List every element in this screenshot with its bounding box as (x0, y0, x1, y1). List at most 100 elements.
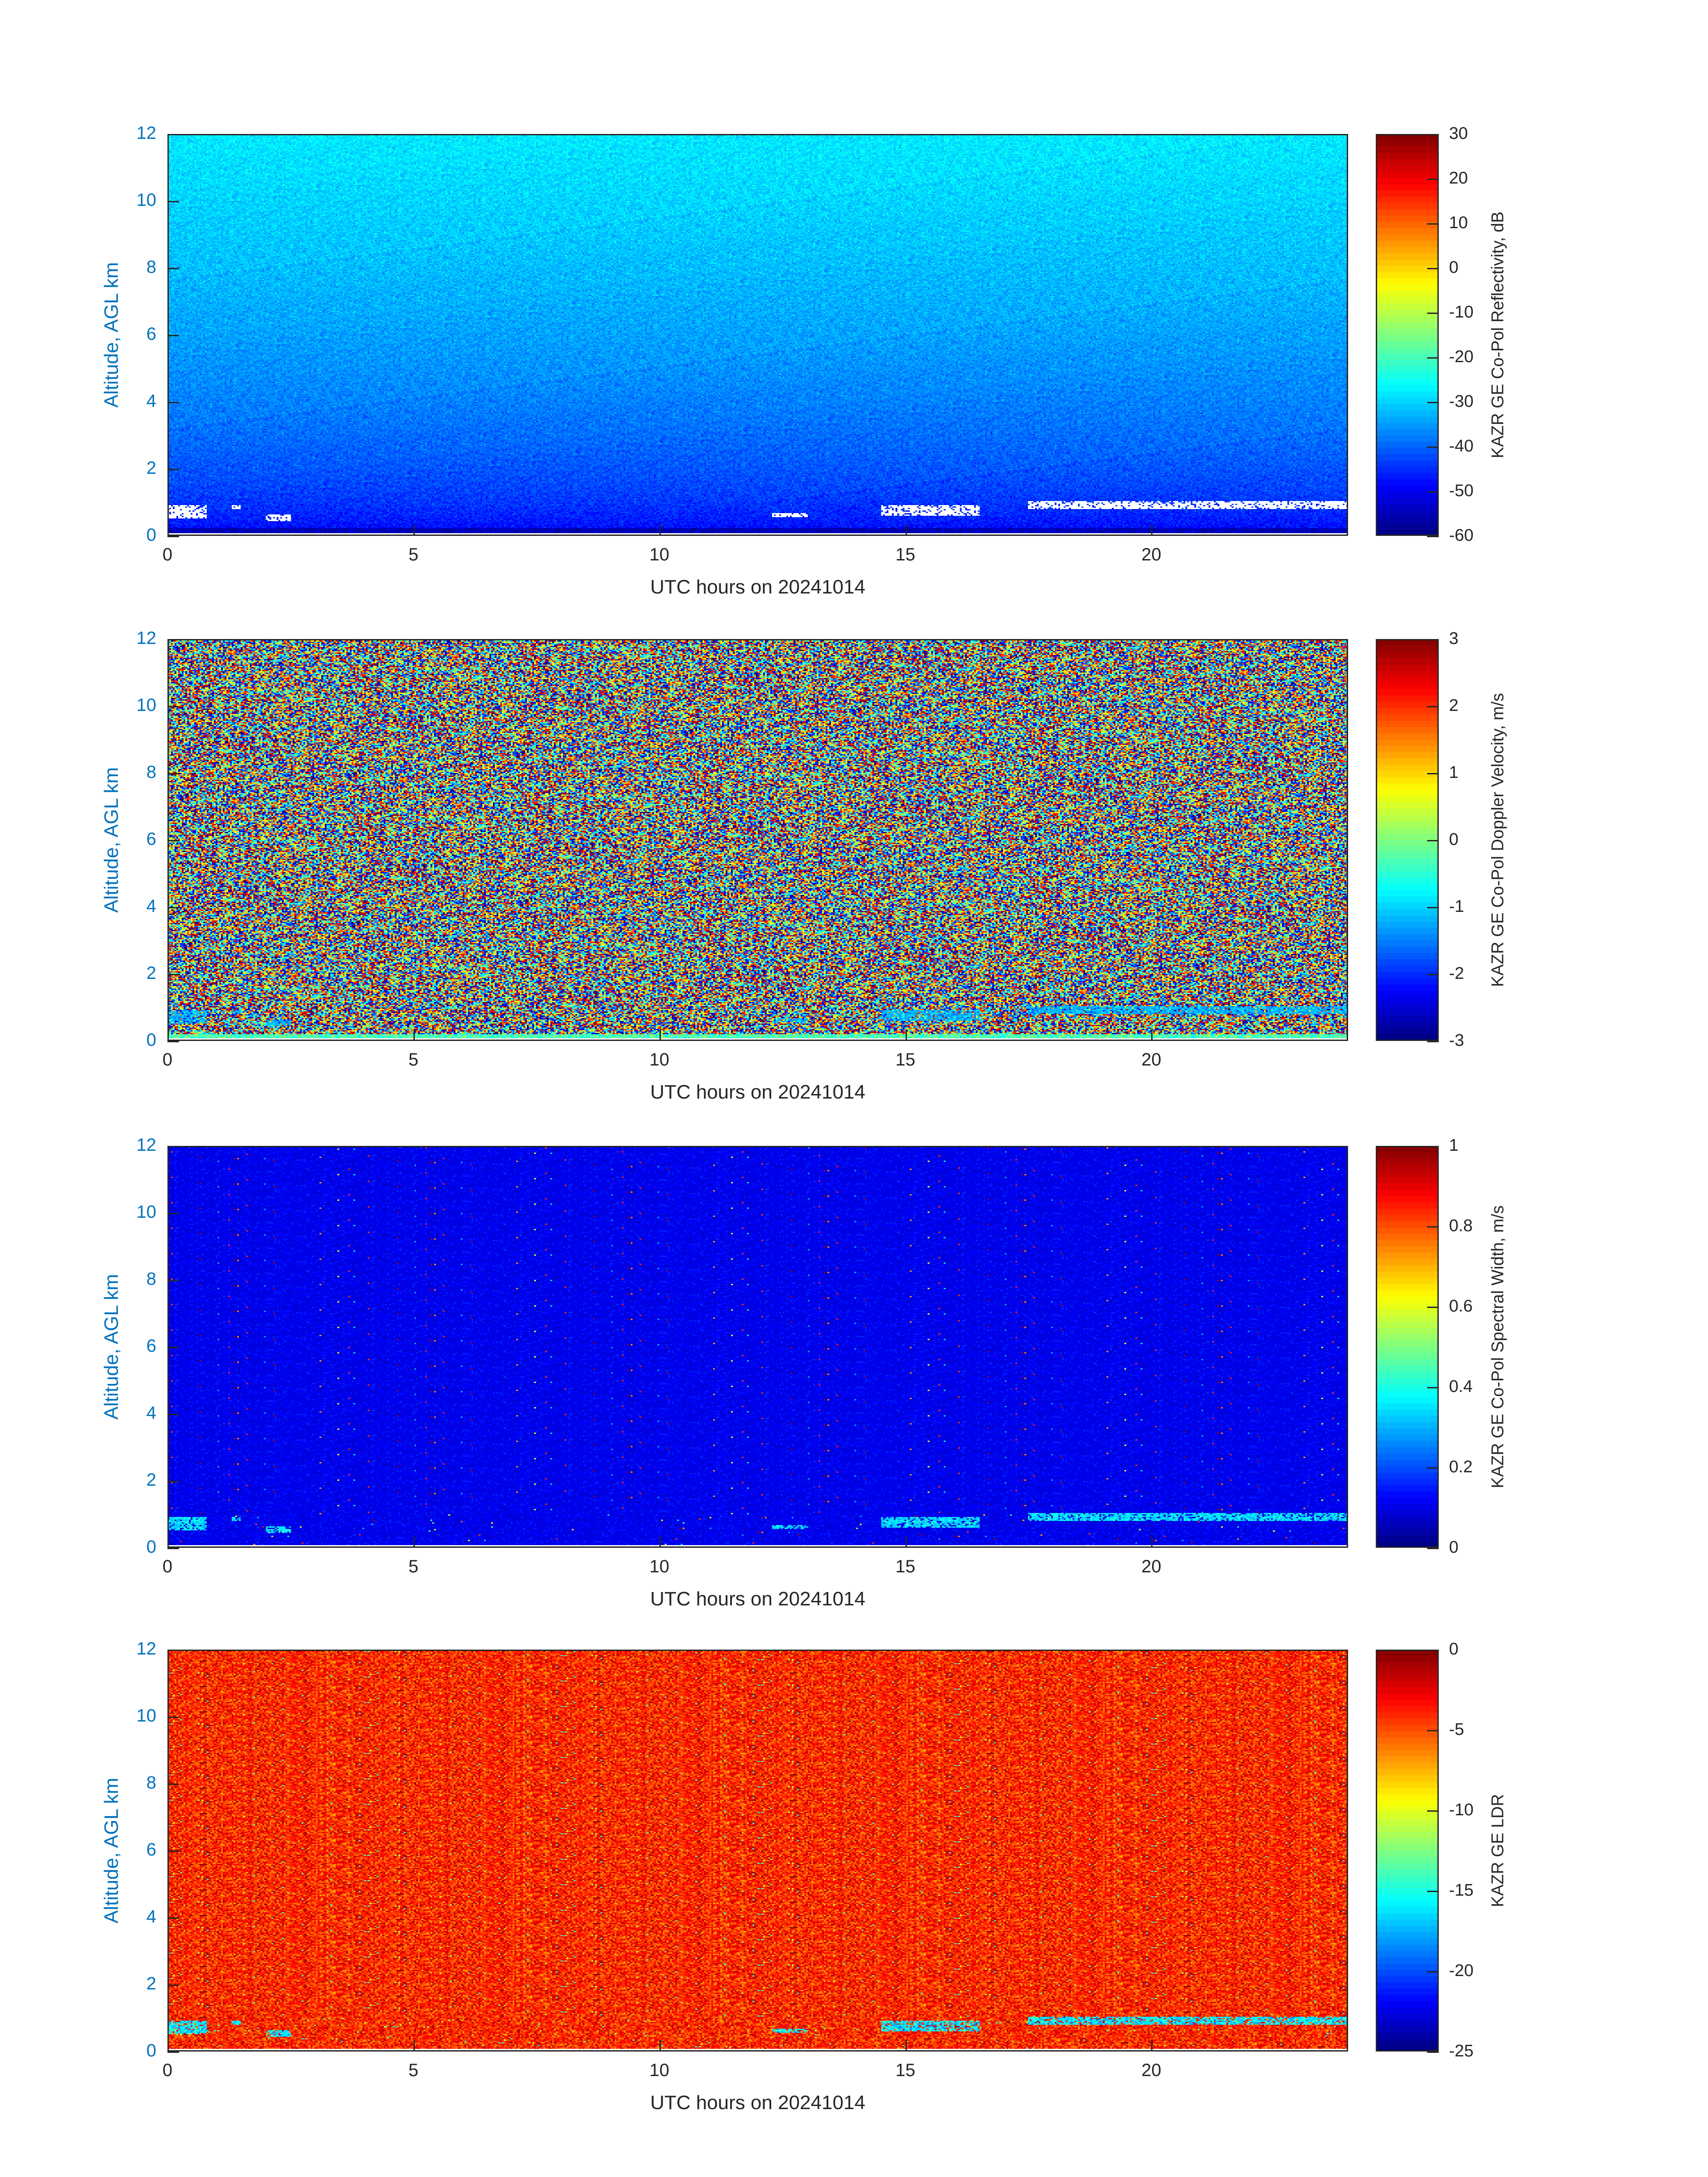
colorbar-tick-mark (1427, 1650, 1439, 1651)
heatmap-cells (167, 1650, 1348, 2052)
x-tick-mark (413, 1536, 415, 1548)
y-tick-label: 2 (146, 963, 156, 983)
y-tick-label: 2 (146, 1470, 156, 1490)
colorbar-tick-mark (1427, 1971, 1439, 1972)
y-tick-mark (167, 469, 179, 470)
colorbar-tick-label: 0 (1449, 830, 1459, 849)
x-tick-mark (167, 2040, 169, 2052)
x-tick-mark (167, 1029, 169, 1041)
colorbar-tick-label: 0.6 (1449, 1297, 1473, 1316)
y-tick-label: 8 (146, 762, 156, 782)
y-tick-mark (167, 1985, 179, 1986)
y-tick-mark (167, 1548, 179, 1549)
y-axis-label: Altitude, AGL km (100, 1274, 122, 1420)
x-tick-label: 20 (1141, 2060, 1161, 2080)
y-tick-mark (167, 536, 179, 537)
x-tick-label: 15 (895, 1557, 915, 1576)
colorbar (1376, 1650, 1439, 2052)
y-tick-label: 4 (146, 391, 156, 411)
colorbar (1376, 1146, 1439, 1548)
y-tick-mark (167, 1784, 179, 1785)
colorbar-label: KAZR GE Co-Pol Spectral Width, m/s (1488, 1205, 1508, 1488)
x-tick-label: 15 (895, 545, 915, 564)
y-tick-label: 4 (146, 1907, 156, 1926)
x-tick-mark (413, 524, 415, 536)
colorbar-tick-mark (1427, 1467, 1439, 1469)
x-tick-label: 10 (649, 545, 669, 564)
y-tick-mark (167, 1213, 179, 1214)
y-tick-label: 6 (146, 324, 156, 344)
x-tick-mark (1151, 1029, 1153, 1041)
y-tick-label: 12 (136, 628, 157, 648)
colorbar-tick-mark (1427, 1548, 1439, 1549)
x-tick-mark (1151, 2040, 1153, 2052)
heatmap-plot (167, 639, 1348, 1041)
x-tick-label: 20 (1141, 1050, 1161, 1070)
colorbar-tick-mark (1427, 840, 1439, 841)
y-tick-mark (167, 639, 179, 640)
y-tick-label: 10 (136, 190, 157, 210)
colorbar-tick-mark (1427, 223, 1439, 225)
y-tick-label: 8 (146, 1773, 156, 1793)
y-tick-label: 10 (136, 695, 157, 715)
colorbar-tick-label: 20 (1449, 169, 1468, 188)
colorbar-tick-label: 0 (1449, 1640, 1459, 1659)
x-tick-mark (659, 1536, 661, 1548)
y-tick-mark (167, 974, 179, 975)
heatmap-plot (167, 1146, 1348, 1548)
y-tick-label: 6 (146, 1336, 156, 1356)
x-tick-label: 20 (1141, 1557, 1161, 1576)
y-tick-mark (167, 402, 179, 403)
colorbar-tick-label: 0.2 (1449, 1458, 1473, 1476)
colorbar-tick-label: 0.4 (1449, 1377, 1473, 1396)
y-tick-label: 0 (146, 1537, 156, 1557)
y-tick-mark (167, 840, 179, 841)
x-axis-label: UTC hours on 20241014 (650, 1588, 865, 1610)
x-tick-label: 0 (162, 1557, 173, 1576)
y-tick-label: 2 (146, 458, 156, 478)
y-tick-mark (167, 335, 179, 336)
colorbar-tick-mark (1427, 1730, 1439, 1731)
colorbar-tick-label: -5 (1449, 1720, 1464, 1739)
x-tick-label: 10 (649, 1557, 669, 1576)
x-tick-mark (659, 2040, 661, 2052)
y-axis-label: Altitude, AGL km (100, 1777, 122, 1924)
colorbar-tick-label: -1 (1449, 897, 1464, 916)
colorbar-tick-label: 0 (1449, 1538, 1459, 1557)
colorbar-label: KAZR GE Co-Pol Doppler Velocity, m/s (1488, 693, 1508, 987)
x-tick-mark (659, 524, 661, 536)
heatmap-cells (167, 639, 1348, 1041)
colorbar-tick-mark (1427, 1307, 1439, 1308)
colorbar-tick-label: -25 (1449, 2042, 1474, 2060)
colorbar-tick-mark (1427, 773, 1439, 774)
colorbar-tick-label: 30 (1449, 124, 1468, 143)
y-tick-mark (167, 201, 179, 202)
colorbar-tick-mark (1427, 907, 1439, 908)
colorbar-tick-mark (1427, 639, 1439, 640)
colorbar-tick-label: 10 (1449, 213, 1468, 232)
y-tick-label: 2 (146, 1974, 156, 1993)
x-tick-label: 15 (895, 2060, 915, 2080)
colorbar-tick-mark (1427, 706, 1439, 707)
y-tick-mark (167, 1650, 179, 1651)
colorbar-tick-label: -30 (1449, 392, 1474, 411)
colorbar-tick-label: -10 (1449, 1801, 1474, 1819)
x-tick-mark (413, 1029, 415, 1041)
colorbar-tick-mark (1427, 1387, 1439, 1388)
y-tick-mark (167, 1717, 179, 1718)
colorbar-tick-label: -20 (1449, 1961, 1474, 1980)
x-tick-mark (167, 1536, 169, 1548)
colorbar-tick-mark (1427, 2052, 1439, 2053)
y-tick-mark (167, 268, 179, 269)
x-tick-mark (905, 524, 907, 536)
colorbar-tick-label: 3 (1449, 629, 1459, 648)
y-tick-label: 12 (136, 123, 157, 143)
x-tick-mark (167, 524, 169, 536)
colorbar-tick-mark (1427, 313, 1439, 314)
colorbar-tick-mark (1427, 179, 1439, 180)
x-tick-label: 10 (649, 1050, 669, 1070)
colorbar-tick-mark (1427, 134, 1439, 135)
y-tick-label: 12 (136, 1639, 157, 1659)
y-tick-label: 0 (146, 525, 156, 545)
y-tick-label: 4 (146, 1403, 156, 1423)
